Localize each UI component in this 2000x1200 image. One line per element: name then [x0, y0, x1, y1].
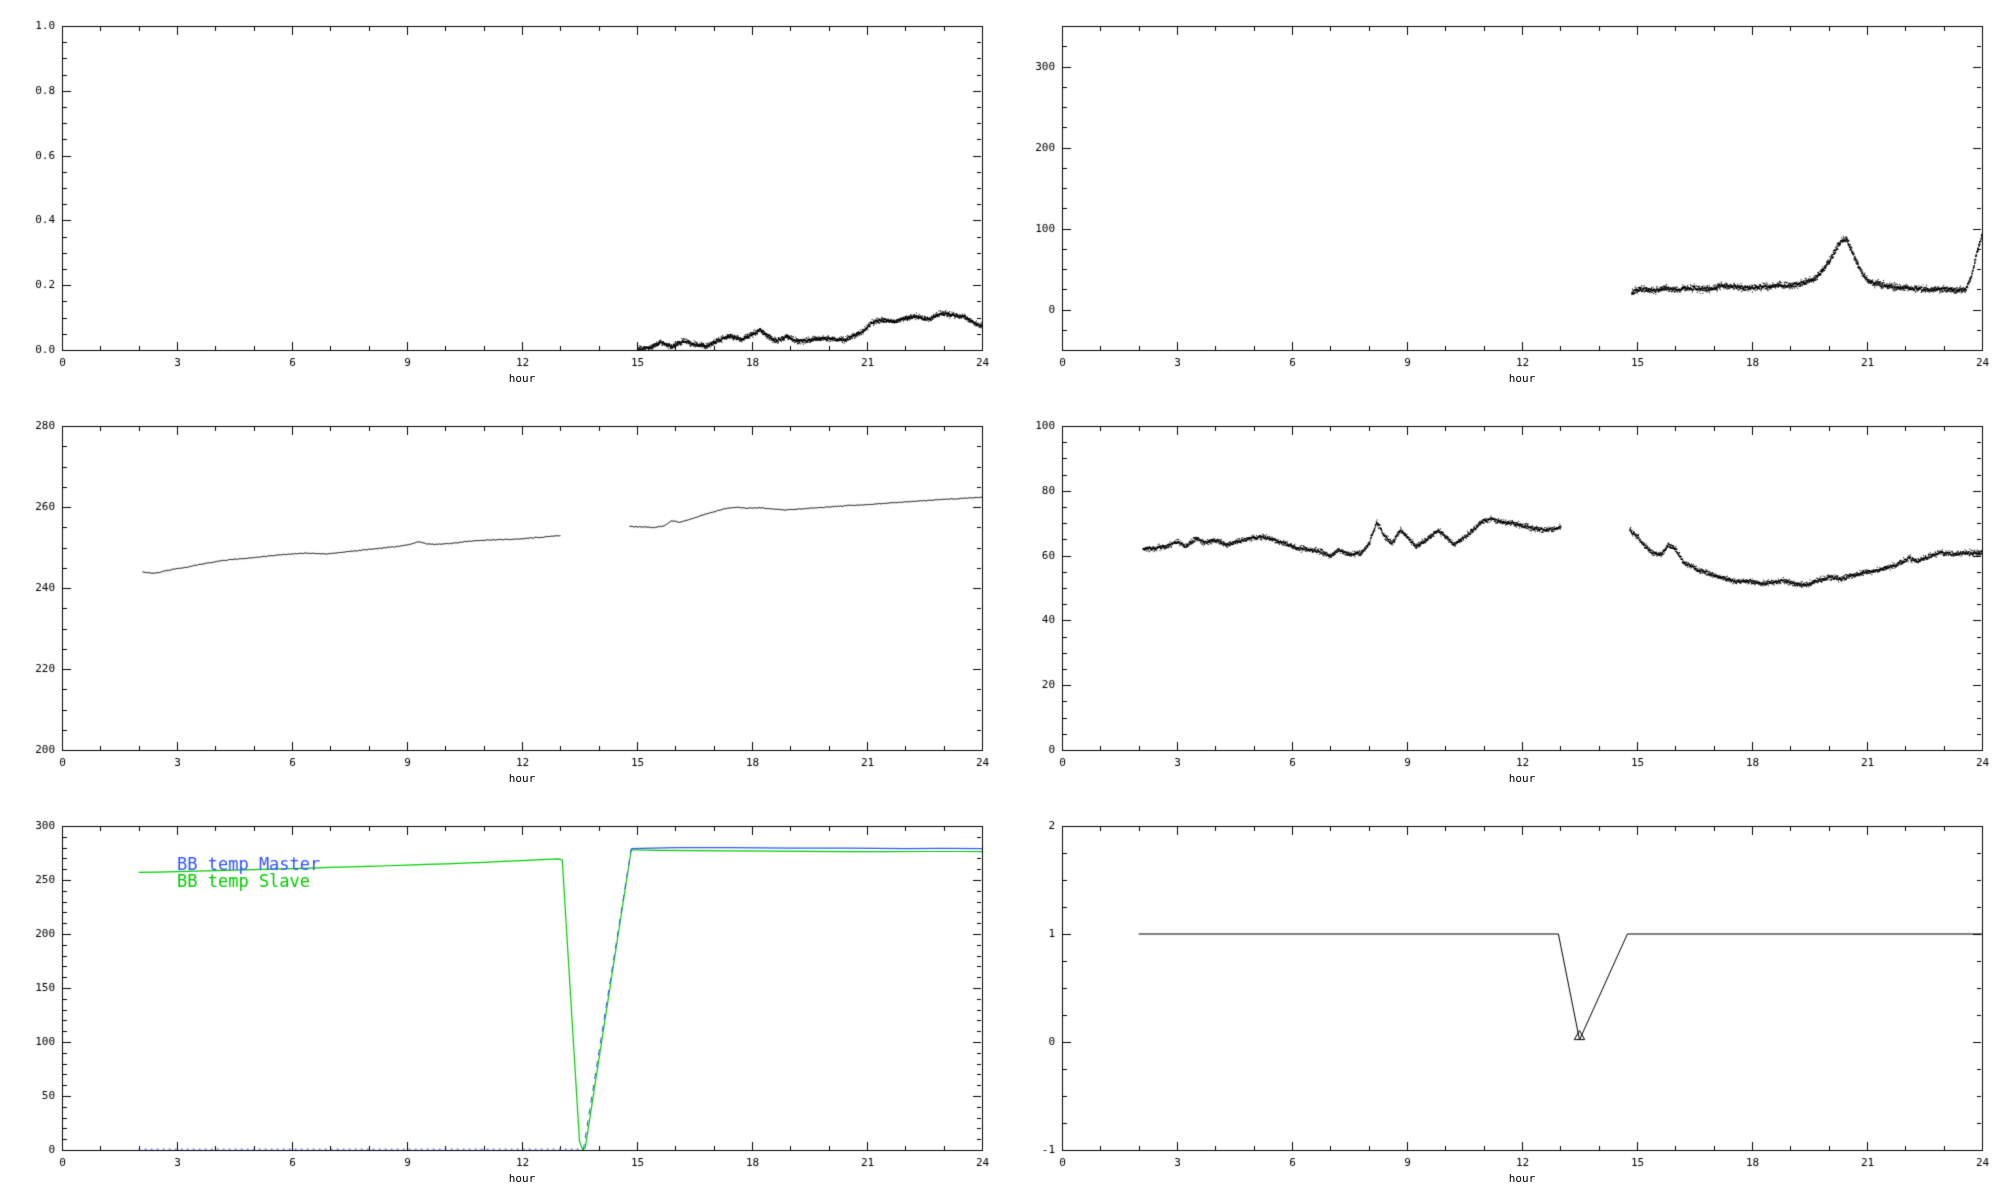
panel-pwv: PWV PWV (cm) hour: [0, 0, 1000, 400]
x-axis-label-ambient-relative-humidity: hour: [1508, 772, 1536, 785]
x-axis-label-pwv: hour: [508, 372, 536, 385]
panel-ambient-relative-humidity: Ambient Relative Humidity ambient RH (%)…: [1000, 400, 2000, 800]
x-axis-label-blackbody-temperature: hour: [508, 1172, 536, 1185]
panel-ambient-temperature: Ambient Temperature ambient temp(K) hour: [0, 400, 1000, 800]
pwv-plot-canvas: [0, 0, 1000, 400]
x-axis-label-wet-window-status: hour: [1508, 1172, 1536, 1185]
x-axis-label-ambient-temperature: hour: [508, 772, 536, 785]
panel-wet-window-status: Wet Window Status 1 = wet window hour: [1000, 800, 2000, 1200]
panel-blackbody-temperature: Blackbody Temperature blackbody temp (K)…: [0, 800, 1000, 1200]
wet-window-status-plot-canvas: [1000, 800, 2000, 1200]
x-axis-label-lwp: hour: [1508, 372, 1536, 385]
ambient-temperature-plot-canvas: [0, 400, 1000, 800]
blackbody-temperature-plot-canvas: [0, 800, 1000, 1200]
panel-lwp: LWP LWP (g/m^2) hour: [1000, 0, 2000, 400]
lwp-plot-canvas: [1000, 0, 2000, 400]
ambient-relative-humidity-plot-canvas: [1000, 400, 2000, 800]
